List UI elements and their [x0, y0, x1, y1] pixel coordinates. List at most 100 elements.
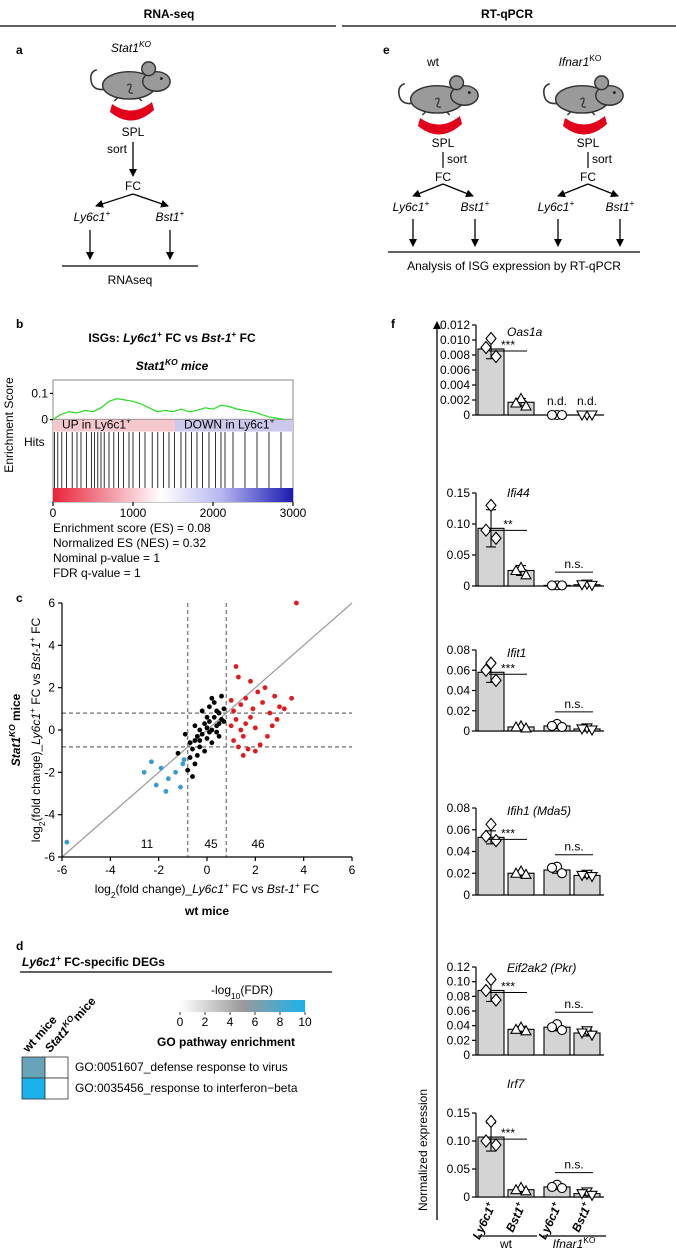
significance-label: ** — [503, 517, 513, 531]
x-axis-label-part: FC — [300, 882, 320, 896]
data-point — [556, 409, 568, 421]
scatter-point — [207, 719, 212, 724]
y-axis-group: Stat1KO mice — [7, 693, 23, 766]
heatmap-cell — [21, 1077, 46, 1100]
step: sort — [592, 152, 613, 166]
spleen-icon — [110, 102, 154, 121]
x-axis-label-part: FC vs — [229, 882, 267, 896]
x-axis-label: log2(fold change)_Ly6c1+ FC vs Bst-1+ FC — [95, 880, 320, 900]
scatter-point — [221, 719, 227, 724]
data-point — [576, 724, 588, 736]
arrow — [95, 193, 134, 208]
scatter-point — [216, 733, 222, 739]
scatter-point — [187, 755, 193, 760]
scatter-point — [216, 721, 222, 727]
colorbar-tick-label: 10 — [298, 1015, 312, 1029]
x-tick-label: 2 — [252, 863, 259, 877]
scatter-point — [231, 708, 236, 714]
scatter-point — [236, 674, 241, 680]
region-label: UP in Ly6c1+ — [62, 416, 131, 432]
y-axis-label-part: 2 — [37, 821, 47, 826]
population-part: + — [485, 198, 490, 208]
scatter-point — [209, 740, 215, 746]
data-point — [546, 1181, 558, 1192]
section-title: RT-qPCR — [481, 7, 533, 21]
y-axis-label-part: log — [29, 826, 43, 842]
significance-label: n.s. — [564, 557, 583, 571]
colorbar-tick-label: 2 — [202, 1015, 209, 1029]
population-part: + — [630, 198, 635, 208]
y-tick-label: 0.10 — [447, 517, 471, 531]
data-point — [485, 817, 497, 832]
scatter-point — [175, 750, 181, 756]
spleen-icon — [418, 116, 462, 135]
panel-label: c — [16, 591, 23, 605]
region-band — [53, 418, 175, 432]
colorbar-label-part: 10 — [231, 991, 241, 1001]
panel-label: d — [16, 939, 23, 953]
y-tick-label: 0 — [41, 413, 48, 427]
y-tick-label: -4 — [44, 808, 55, 822]
x-tick-label: 6 — [349, 863, 356, 877]
population-part: Bst1 — [461, 200, 485, 214]
scatter-point — [260, 700, 265, 705]
data-point — [576, 410, 588, 422]
x-tick-label: 1000 — [120, 506, 147, 520]
scatter-point — [255, 689, 261, 695]
panel-label: a — [16, 43, 23, 57]
scatter-point — [231, 738, 236, 743]
x-axis-label-part: Bst-1 — [267, 882, 295, 896]
chart-title: Irf7 — [507, 1077, 526, 1091]
assay: Analysis of ISG expression by RT-qPCR — [407, 259, 621, 273]
group-label: wt — [499, 1237, 513, 1251]
scatter-point — [158, 765, 164, 771]
organ: SPL — [577, 136, 600, 150]
scatter-point — [190, 774, 195, 779]
y-tick-label: 0.02 — [447, 1033, 471, 1047]
chart-title: Oas1a — [507, 325, 543, 339]
spleen-icon — [563, 116, 607, 135]
x-tick-label: 3000 — [280, 506, 307, 520]
region-label-part: + — [126, 416, 131, 426]
arrow — [442, 183, 474, 198]
scatter-point — [207, 704, 212, 710]
significance-label: *** — [501, 826, 515, 840]
population-part: + — [569, 198, 574, 208]
y-tick-label: 0.002 — [440, 393, 470, 407]
y-tick-label: 0 — [463, 724, 470, 738]
organ: SPL — [432, 136, 455, 150]
x-tick-label-part: + — [578, 1199, 589, 1208]
bar — [477, 348, 505, 416]
data-point — [576, 1189, 588, 1200]
y-tick-label: 0.004 — [440, 378, 470, 392]
scatter-point — [250, 706, 256, 712]
row-label: GO:0051607_defense response to virus — [75, 1060, 288, 1074]
x-tick-label-part: + — [548, 1199, 559, 1208]
y-tick-label: 0.06 — [447, 1004, 471, 1018]
data-point — [480, 663, 492, 678]
data-point — [556, 1025, 568, 1036]
scatter-point — [185, 767, 191, 773]
scatter-point — [233, 664, 239, 669]
scatter-point — [199, 708, 205, 714]
rank-gradient — [53, 488, 293, 502]
y-tick-label: 0.006 — [440, 363, 470, 377]
y-tick-label: 0.008 — [440, 348, 470, 362]
bar — [477, 836, 505, 896]
value-label: n.d. — [577, 394, 597, 408]
genotype-part: wt — [426, 55, 440, 69]
scatter-point — [153, 782, 159, 788]
y-tick-label: 0.08 — [447, 989, 471, 1003]
cells: FC — [435, 170, 451, 184]
x-axis-group: wt mice — [184, 904, 229, 918]
data-point — [586, 580, 598, 592]
x-tick-label: 2000 — [200, 506, 227, 520]
data-point — [510, 720, 522, 732]
y-tick-label: 0 — [463, 408, 470, 422]
stat-line: FDR q-value = 1 — [53, 566, 141, 580]
region-label-part: + — [270, 416, 275, 426]
y-tick-label: 0.04 — [447, 1019, 471, 1033]
x-tick-label-part: + — [482, 1199, 493, 1208]
x-tick-label-part: Bst1 — [569, 1205, 593, 1235]
heatmap-cell — [44, 1056, 69, 1079]
